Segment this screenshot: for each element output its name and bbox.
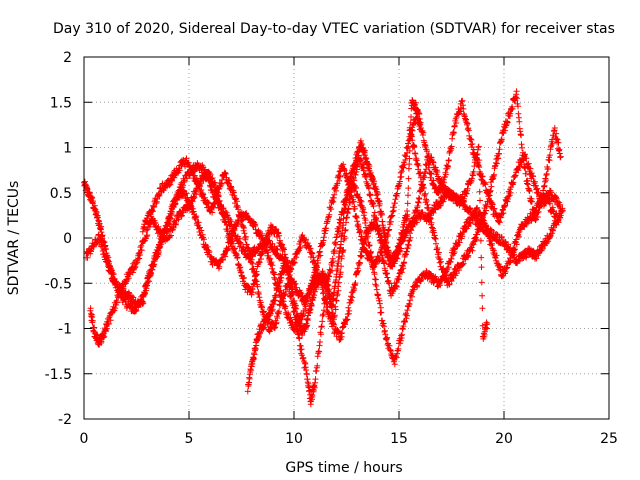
- y-tick-label: 0.5: [50, 186, 72, 202]
- x-tick-label: 20: [495, 431, 513, 447]
- y-tick-label: -1: [58, 322, 72, 338]
- x-tick-label: 15: [390, 431, 408, 447]
- y-axis-label: SDTVAR / TECUs: [6, 181, 22, 296]
- data-points: [81, 88, 566, 408]
- data-point-markers: [139, 143, 491, 408]
- x-tick-label: 5: [185, 431, 194, 447]
- series-track-4: [139, 143, 491, 408]
- data-point-markers: [244, 97, 423, 395]
- y-tick-label: -1.5: [45, 367, 72, 383]
- y-tick-label: 1: [63, 141, 72, 157]
- tick-labels: 0 5 10 15 20 25 -2 -1.5 -1 -0.5 0 0.5 1 1.5 2: [45, 50, 618, 447]
- y-tick-label: 0: [63, 231, 72, 247]
- data-point-markers: [406, 88, 564, 289]
- y-tick-label: -2: [58, 412, 72, 428]
- x-tick-label: 25: [600, 431, 618, 447]
- chart-title: Day 310 of 2020, Sidereal Day-to-day VTE…: [53, 21, 615, 37]
- plot-frame: [83, 56, 610, 420]
- series-track-5: [244, 97, 423, 395]
- x-axis-label: GPS time / hours: [285, 460, 402, 476]
- x-tick-label: 0: [80, 431, 89, 447]
- x-tick-label: 10: [285, 431, 303, 447]
- y-tick-label: 1.5: [50, 95, 72, 111]
- y-tick-label: 2: [63, 50, 72, 66]
- series-track-6: [406, 88, 564, 289]
- y-tick-label: -0.5: [45, 276, 72, 292]
